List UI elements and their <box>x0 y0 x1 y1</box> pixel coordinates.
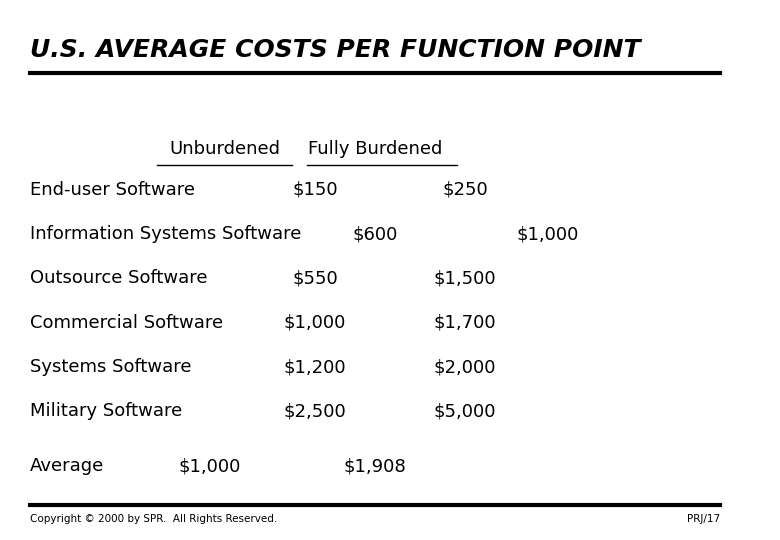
Text: $250: $250 <box>442 181 488 199</box>
Text: Average: Average <box>30 457 105 475</box>
Text: Outsource Software: Outsource Software <box>30 269 207 287</box>
Text: $1,908: $1,908 <box>343 457 406 475</box>
Text: Systems Software: Systems Software <box>30 358 192 376</box>
Text: $1,700: $1,700 <box>434 314 496 332</box>
Text: Fully Burdened: Fully Burdened <box>308 140 442 158</box>
Text: $1,000: $1,000 <box>516 225 579 243</box>
Text: U.S. AVERAGE COSTS PER FUNCTION POINT: U.S. AVERAGE COSTS PER FUNCTION POINT <box>30 38 640 62</box>
Text: Commercial Software: Commercial Software <box>30 314 223 332</box>
Text: Information Systems Software: Information Systems Software <box>30 225 301 243</box>
Text: Military Software: Military Software <box>30 402 183 420</box>
Text: $150: $150 <box>292 181 338 199</box>
Text: $600: $600 <box>353 225 398 243</box>
Text: $2,500: $2,500 <box>284 402 346 420</box>
Text: $1,200: $1,200 <box>284 358 346 376</box>
Text: PRJ/17: PRJ/17 <box>686 514 720 524</box>
Text: $550: $550 <box>292 269 338 287</box>
Text: $5,000: $5,000 <box>434 402 496 420</box>
Text: End-user Software: End-user Software <box>30 181 195 199</box>
Text: Copyright © 2000 by SPR.  All Rights Reserved.: Copyright © 2000 by SPR. All Rights Rese… <box>30 514 277 524</box>
Text: $1,000: $1,000 <box>179 457 241 475</box>
Text: $1,000: $1,000 <box>284 314 346 332</box>
Text: $2,000: $2,000 <box>434 358 496 376</box>
Text: $1,500: $1,500 <box>434 269 496 287</box>
Text: Unburdened: Unburdened <box>169 140 281 158</box>
